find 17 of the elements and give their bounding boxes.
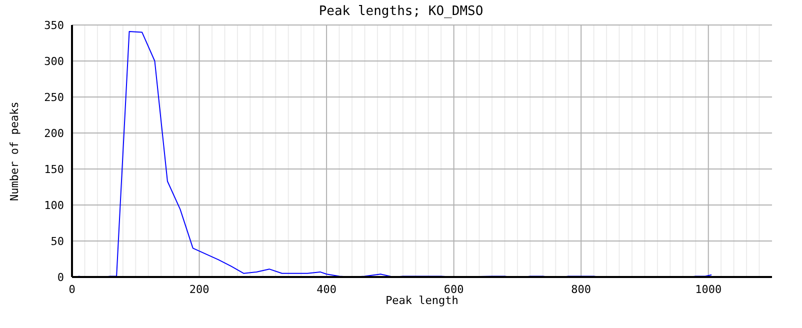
y-tick-label: 150 xyxy=(44,162,64,176)
x-tick-label: 400 xyxy=(316,282,336,296)
y-tick-label: 100 xyxy=(44,198,64,212)
y-tick-label: 300 xyxy=(44,54,64,68)
y-tick-label: 350 xyxy=(44,18,64,32)
x-tick-label: 200 xyxy=(189,282,210,296)
y-tick-label: 50 xyxy=(50,234,64,248)
chart-title: Peak lengths; KO_DMSO xyxy=(318,4,484,19)
x-tick-label: 600 xyxy=(444,282,464,296)
y-tick-label: 250 xyxy=(44,90,64,104)
y-axis-title: Number of peaks xyxy=(8,102,21,201)
x-tick-label: 1000 xyxy=(695,282,722,296)
x-axis-title: Peak length xyxy=(386,294,458,307)
x-tick-label: 0 xyxy=(68,282,76,296)
y-tick-label: 0 xyxy=(57,270,64,284)
y-tick-label: 200 xyxy=(44,126,64,140)
x-tick-label: 800 xyxy=(571,282,592,296)
